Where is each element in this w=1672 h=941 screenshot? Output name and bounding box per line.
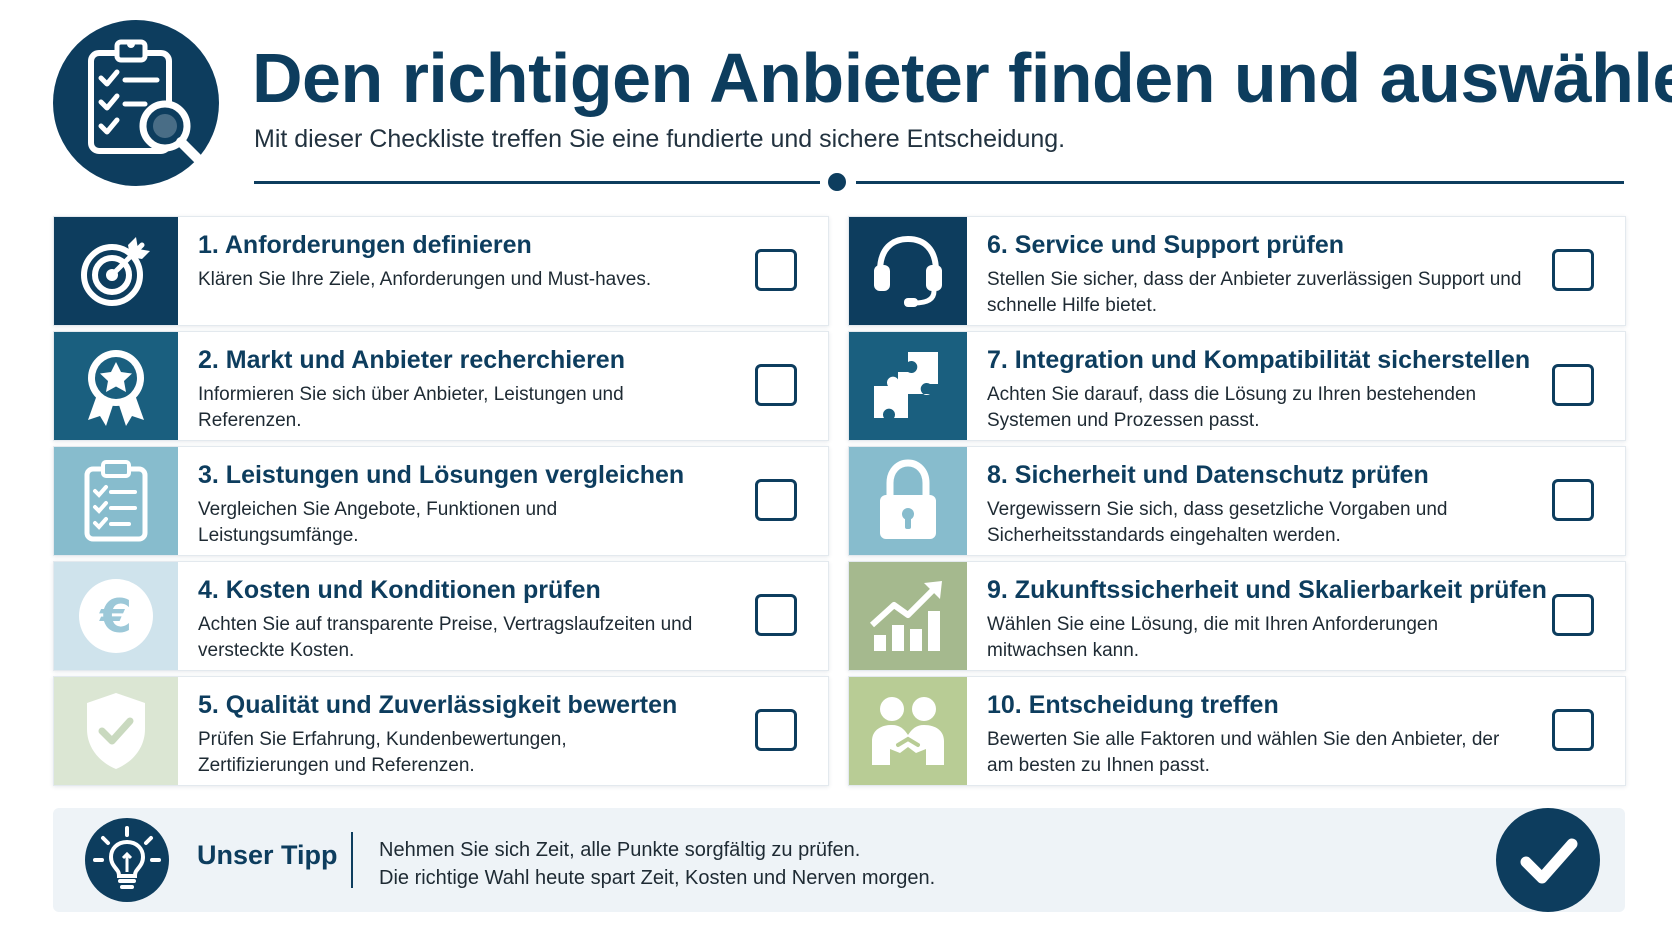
item-description: Prüfen Sie Erfahrung, Kundenbewertungen,… [198,729,567,776]
checklist-item-10: 10. Entscheidung treffen Bewerten Sie al… [848,676,1626,786]
checklist-item-8: 8. Sicherheit und Datenschutz prüfen Ver… [848,446,1626,556]
item-description: Bewerten Sie alle Faktoren und wählen Si… [987,729,1500,776]
item-title: 10. Entscheidung treffen [987,691,1279,719]
tip-line-1: Nehmen Sie sich Zeit, alle Punkte sorgfä… [379,839,861,861]
item-checkbox[interactable] [1552,479,1594,521]
handshake-people-icon [849,677,967,785]
item-description: Klären Sie Ihre Ziele, Anforderungen und… [198,269,652,290]
puzzle-icon [849,332,967,440]
item-checkbox[interactable] [755,364,797,406]
item-checkbox[interactable] [1552,249,1594,291]
item-title: 8. Sicherheit und Datenschutz prüfen [987,461,1429,489]
item-description: Stellen Sie sicher, dass der Anbieter zu… [987,269,1522,316]
item-title: 7. Integration und Kompatibilität sicher… [987,346,1531,374]
tip-line-2: Die richtige Wahl heute spart Zeit, Kost… [379,867,936,889]
page-title: Den richtigen Anbieter finden und auswäh… [252,39,1672,117]
divider-left [254,181,820,184]
item-description: Vergewissern Sie sich, dass gesetzliche … [987,499,1448,546]
shield-check-icon [54,677,178,785]
item-checkbox[interactable] [755,249,797,291]
lightbulb-icon [85,818,169,902]
item-title: 1. Anforderungen definieren [198,231,532,259]
tip-divider [351,832,353,888]
target-icon [54,217,178,325]
item-description: Vergleichen Sie Angebote, Funktionen und… [198,499,558,546]
checklist-item-1: 1. Anforderungen definieren Klären Sie I… [53,216,829,326]
divider-dot [828,173,846,191]
checklist-item-4: € 4. Kosten und Konditionen prüfen Achte… [53,561,829,671]
item-checkbox[interactable] [755,479,797,521]
tip-box: Unser Tipp Nehmen Sie sich Zeit, alle Pu… [53,808,1625,912]
item-title: 2. Markt und Anbieter recherchieren [198,346,625,374]
divider-right [856,181,1624,184]
clipboard-checklist-icon [54,447,178,555]
headset-icon [849,217,967,325]
tip-text: Nehmen Sie sich Zeit, alle Punkte sorgfä… [379,836,935,892]
growth-chart-icon [849,562,967,670]
item-title: 3. Leistungen und Lösungen vergleichen [198,461,685,489]
item-checkbox[interactable] [1552,709,1594,751]
checklist-item-5: 5. Qualität und Zuverlässigkeit bewerten… [53,676,829,786]
item-title: 5. Qualität und Zuverlässigkeit bewerten [198,691,678,719]
item-title: 9. Zukunftssicherheit und Skalierbarkeit… [987,576,1547,604]
header-logo [53,20,219,186]
item-checkbox[interactable] [755,709,797,751]
checklist-item-6: 6. Service und Support prüfen Stellen Si… [848,216,1626,326]
euro-coin-icon: € [54,562,178,670]
padlock-icon [849,447,967,555]
item-title: 6. Service und Support prüfen [987,231,1344,259]
euro-symbol: € [99,589,132,643]
checklist-item-3: 3. Leistungen und Lösungen vergleichen V… [53,446,829,556]
award-badge-icon [54,332,178,440]
item-checkbox[interactable] [755,594,797,636]
page-subtitle: Mit dieser Checkliste treffen Sie eine f… [254,125,1066,153]
checkmark-icon [1496,808,1600,912]
item-checkbox[interactable] [1552,594,1594,636]
checklist-item-9: 9. Zukunftssicherheit und Skalierbarkeit… [848,561,1626,671]
item-description: Achten Sie darauf, dass die Lösung zu Ih… [987,384,1477,431]
item-title: 4. Kosten und Konditionen prüfen [198,576,601,604]
item-description: Informieren Sie sich über Anbieter, Leis… [198,384,624,431]
item-description: Wählen Sie eine Lösung, die mit Ihren An… [987,614,1439,661]
item-description: Achten Sie auf transparente Preise, Vert… [198,614,693,661]
item-checkbox[interactable] [1552,364,1594,406]
tip-label: Unser Tipp [197,840,338,870]
checklist-item-7: 7. Integration und Kompatibilität sicher… [848,331,1626,441]
checklist-item-2: 2. Markt und Anbieter recherchieren Info… [53,331,829,441]
clipboard-magnifier-icon [88,39,204,165]
